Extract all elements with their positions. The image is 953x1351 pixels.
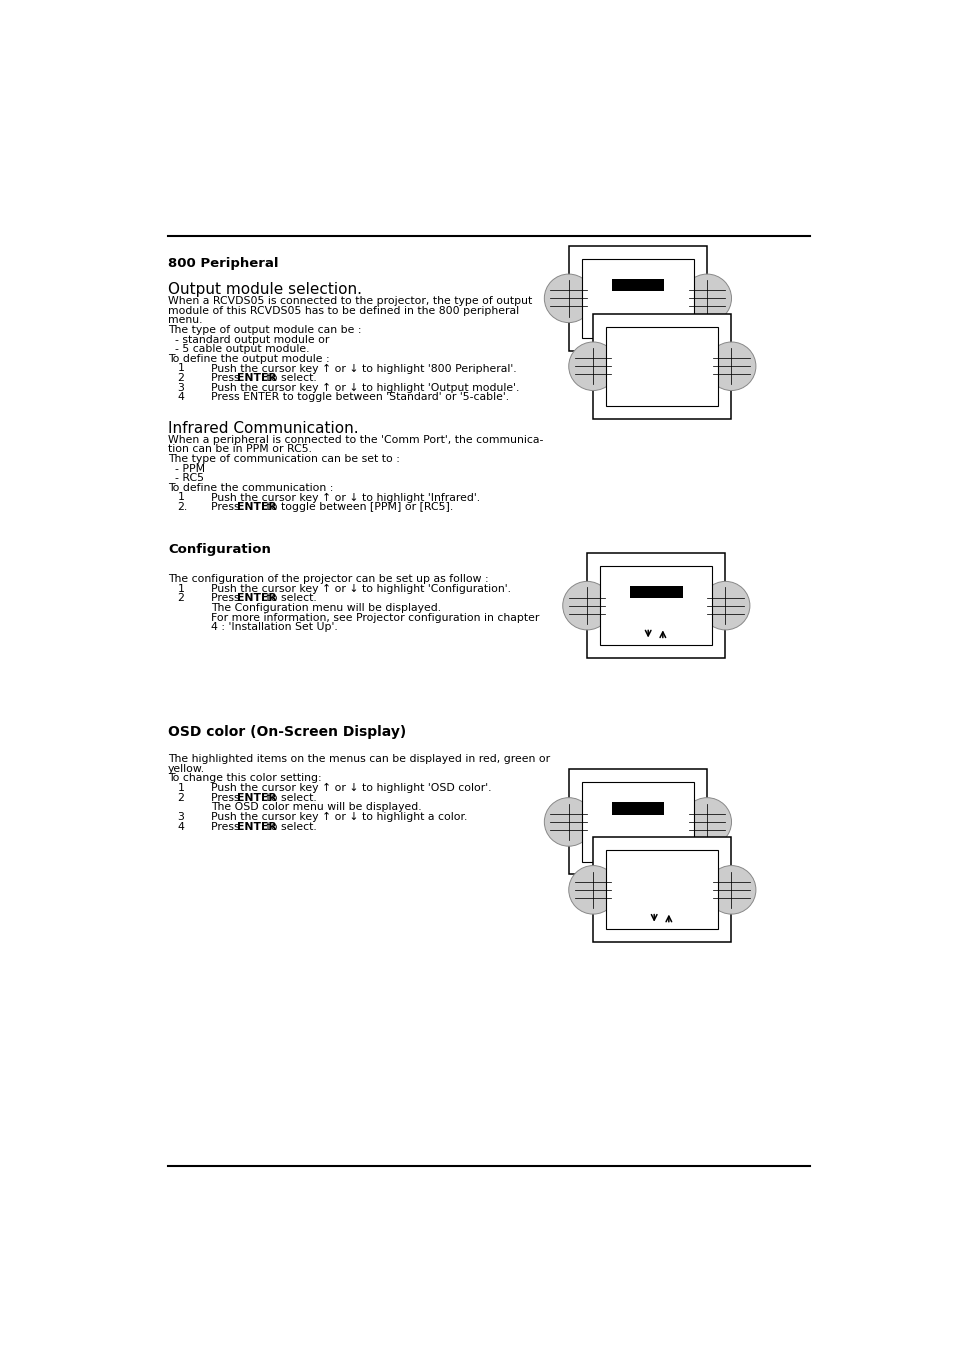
Text: Press: Press xyxy=(211,821,243,832)
Text: 1: 1 xyxy=(177,784,184,793)
Text: The highlighted items on the menus can be displayed in red, green or: The highlighted items on the menus can b… xyxy=(168,754,550,765)
Bar xyxy=(593,313,731,419)
Text: to select.: to select. xyxy=(263,793,316,802)
Circle shape xyxy=(706,342,755,390)
Text: When a peripheral is connected to the 'Comm Port', the communica-: When a peripheral is connected to the 'C… xyxy=(168,435,543,444)
Text: Push the cursor key ↑ or ↓ to highlight 'OSD color'.: Push the cursor key ↑ or ↓ to highlight … xyxy=(211,784,491,793)
Text: To define the output module :: To define the output module : xyxy=(168,354,330,363)
Bar xyxy=(605,850,718,929)
Text: ENTER: ENTER xyxy=(236,593,276,604)
Text: to toggle between [PPM] or [RC5].: to toggle between [PPM] or [RC5]. xyxy=(263,503,453,512)
Text: 4: 4 xyxy=(177,392,184,403)
Text: 3: 3 xyxy=(177,382,184,393)
Text: The Configuration menu will be displayed.: The Configuration menu will be displayed… xyxy=(211,603,440,613)
Text: to select.: to select. xyxy=(263,373,316,384)
Text: Push the cursor key ↑ or ↓ to highlight a color.: Push the cursor key ↑ or ↓ to highlight … xyxy=(211,812,467,821)
Text: Push the cursor key ↑ or ↓ to highlight 'Output module'.: Push the cursor key ↑ or ↓ to highlight … xyxy=(211,382,518,393)
Text: - standard output module or: - standard output module or xyxy=(168,335,329,345)
Text: 2: 2 xyxy=(177,593,184,604)
Text: 1: 1 xyxy=(177,493,184,503)
Text: Push the cursor key ↑ or ↓ to highlight '800 Peripheral'.: Push the cursor key ↑ or ↓ to highlight … xyxy=(211,363,516,373)
Text: OSD color (On-Screen Display): OSD color (On-Screen Display) xyxy=(168,725,406,739)
Text: Push the cursor key ↑ or ↓ to highlight 'Configuration'.: Push the cursor key ↑ or ↓ to highlight … xyxy=(211,584,510,593)
Text: ENTER: ENTER xyxy=(236,793,276,802)
Text: Output module selection.: Output module selection. xyxy=(168,282,362,297)
Text: to select.: to select. xyxy=(263,821,316,832)
Text: When a RCVDS05 is connected to the projector, the type of output: When a RCVDS05 is connected to the proje… xyxy=(168,296,532,307)
Text: - 5 cable output module.: - 5 cable output module. xyxy=(168,345,310,354)
Bar xyxy=(568,769,706,874)
Text: module of this RCVDS05 has to be defined in the 800 peripheral: module of this RCVDS05 has to be defined… xyxy=(168,305,518,316)
Bar xyxy=(581,258,694,338)
Text: Press ENTER to toggle between 'Standard' or '5-cable'.: Press ENTER to toggle between 'Standard'… xyxy=(211,392,508,403)
Text: Press: Press xyxy=(211,793,243,802)
Text: 2: 2 xyxy=(177,373,184,384)
Text: The configuration of the projector can be set up as follow :: The configuration of the projector can b… xyxy=(168,574,488,584)
Text: 4 : 'Installation Set Up'.: 4 : 'Installation Set Up'. xyxy=(211,623,337,632)
Text: ENTER: ENTER xyxy=(236,503,276,512)
Text: The OSD color menu will be displayed.: The OSD color menu will be displayed. xyxy=(211,802,421,812)
Bar xyxy=(611,278,663,290)
Text: 1: 1 xyxy=(177,363,184,373)
Text: 2: 2 xyxy=(177,793,184,802)
Text: 800 Peripheral: 800 Peripheral xyxy=(168,257,278,270)
Circle shape xyxy=(700,581,749,630)
Bar xyxy=(581,782,694,862)
Text: 1: 1 xyxy=(177,584,184,593)
Text: Press: Press xyxy=(211,373,243,384)
Text: - PPM: - PPM xyxy=(168,463,205,474)
Circle shape xyxy=(544,797,593,846)
Circle shape xyxy=(682,797,731,846)
Bar xyxy=(629,586,682,598)
Circle shape xyxy=(682,274,731,323)
Text: Press: Press xyxy=(211,503,243,512)
Text: yellow.: yellow. xyxy=(168,763,205,774)
Text: To define the communication :: To define the communication : xyxy=(168,482,334,493)
Text: tion can be in PPM or RC5.: tion can be in PPM or RC5. xyxy=(168,444,312,454)
Text: 3: 3 xyxy=(177,812,184,821)
Circle shape xyxy=(562,581,611,630)
Bar xyxy=(593,838,731,943)
Text: - RC5: - RC5 xyxy=(168,473,204,484)
Text: 2.: 2. xyxy=(177,503,188,512)
Circle shape xyxy=(544,274,593,323)
Text: menu.: menu. xyxy=(168,315,202,326)
Text: Configuration: Configuration xyxy=(168,543,271,557)
Bar xyxy=(599,566,712,646)
Bar xyxy=(586,553,724,658)
Text: Push the cursor key ↑ or ↓ to highlight 'Infrared'.: Push the cursor key ↑ or ↓ to highlight … xyxy=(211,493,479,503)
Text: 4: 4 xyxy=(177,821,184,832)
Text: Press: Press xyxy=(211,593,243,604)
Text: For more information, see Projector configuration in chapter: For more information, see Projector conf… xyxy=(211,612,538,623)
Text: ENTER: ENTER xyxy=(236,373,276,384)
Text: Infrared Communication.: Infrared Communication. xyxy=(168,422,358,436)
Text: To change this color setting:: To change this color setting: xyxy=(168,774,321,784)
Bar xyxy=(611,802,663,815)
Text: The type of output module can be :: The type of output module can be : xyxy=(168,326,361,335)
Text: The type of communication can be set to :: The type of communication can be set to … xyxy=(168,454,399,463)
Bar xyxy=(605,327,718,405)
Bar xyxy=(568,246,706,351)
Text: ENTER: ENTER xyxy=(236,821,276,832)
Text: to select.: to select. xyxy=(263,593,316,604)
Circle shape xyxy=(568,866,617,915)
Circle shape xyxy=(706,866,755,915)
Circle shape xyxy=(568,342,617,390)
